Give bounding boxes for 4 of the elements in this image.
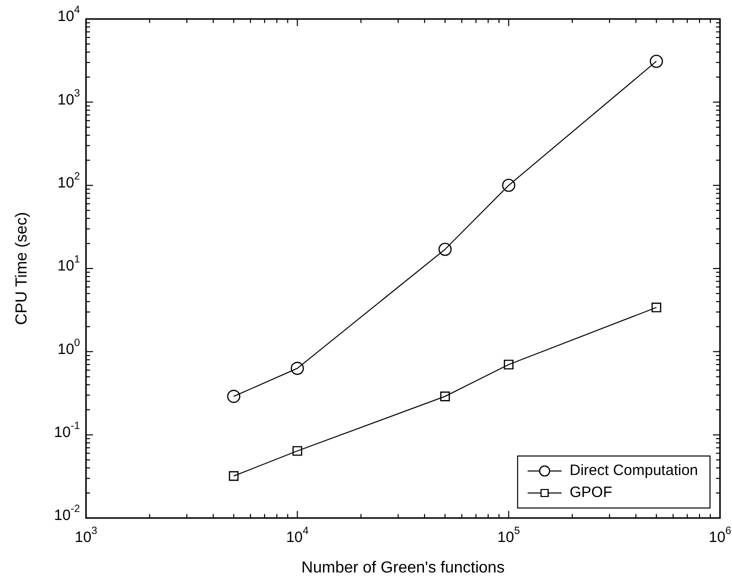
legend-label: Direct Computation — [570, 462, 698, 480]
y-axis-title: CPU Time (sec) — [13, 212, 30, 325]
x-axis-title: Number of Green's functions — [301, 559, 505, 576]
legend-label: GPOF — [570, 484, 612, 502]
